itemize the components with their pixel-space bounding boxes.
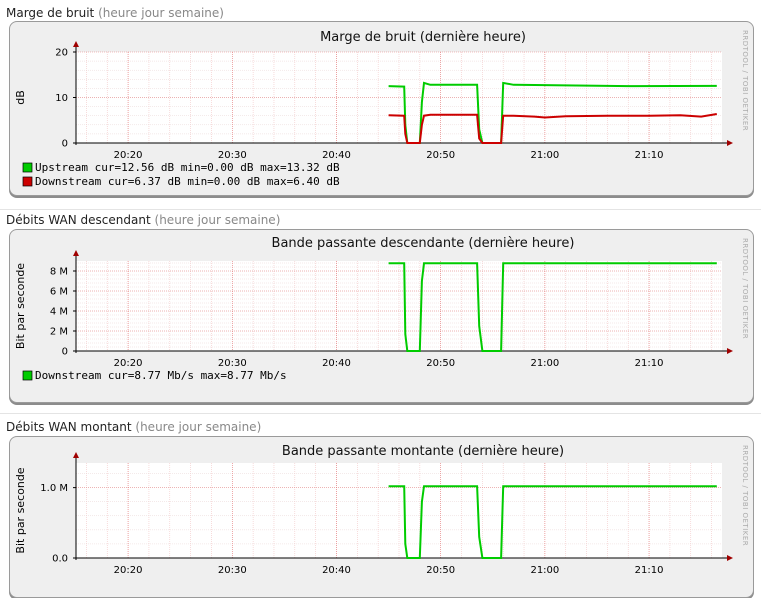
series-line-downstream [388,113,717,144]
y-tick-label: 0.0 [52,554,68,565]
noise-margin-graph-panel: 20:20 20:30 20:40 20:50 21:00 21:10 0 10 20 Marge… [9,21,754,196]
period-links[interactable]: heure jour semaine [102,6,220,20]
downstream-graph-panel: 20:20 20:30 20:40 20:50 21:00 21:10 0 2 M 4 M 6 M… [9,229,754,403]
legend-entry: Upstream cur=12.56 dB min=0.00 dB max=13… [35,161,340,174]
x-tick-label: 20:40 [322,358,351,369]
x-tick-label: 20:30 [218,565,247,576]
x-tick-label: 20:30 [218,358,247,369]
y-tick-label: 6 M [50,287,68,298]
y-tick-label: 10 [55,93,68,104]
x-tick-label: 21:00 [530,150,559,161]
x-tick-label: 20:40 [322,150,351,161]
y-axis-label: Bit par seconde [14,467,27,553]
x-tick-label: 21:10 [635,150,664,161]
period-links[interactable]: heure jour semaine [140,420,257,434]
x-tick-label: 21:00 [530,358,559,369]
section-divider [0,209,761,210]
x-tick-label: 20:20 [114,150,143,161]
y-tick-label: 4 M [50,307,68,318]
x-tick-label: 20:50 [426,150,455,161]
downstream-bandwidth-chart: 20:20 20:30 20:40 20:50 21:00 21:10 0 2 M 4 M 6 M… [14,236,749,382]
x-axis-arrow [727,140,733,146]
series-line-downstream [388,262,717,352]
y-tick-label: 0 [62,347,68,358]
y-axis-label: dB [14,90,27,105]
x-tick-label: 20:20 [114,565,143,576]
legend-swatch [22,162,33,173]
x-tick-label: 20:40 [322,565,351,576]
legend-swatch [22,176,33,187]
section-divider [0,413,761,414]
section-title: Débits WAN descendant (heure jour semain… [6,213,281,227]
section-title: Débits WAN montant (heure jour semaine) [6,420,262,434]
x-tick-label: 20:50 [426,565,455,576]
y-tick-label: 20 [55,48,68,59]
chart-title: Bande passante descendante (dernière heu… [272,236,575,251]
x-tick-label: 20:20 [114,358,143,369]
chart-title: Marge de bruit (dernière heure) [320,30,526,45]
noise-margin-chart: 20:20 20:30 20:40 20:50 21:00 21:10 0 10 20 Marge… [14,30,749,188]
rrdtool-watermark: RRDTOOL / TOBI OETIKER [741,445,749,546]
plot-area [76,463,722,558]
x-tick-label: 20:30 [218,150,247,161]
period-links[interactable]: heure jour semaine [159,213,276,227]
section-title: Marge de bruit (heure jour semaine) [6,6,224,20]
rrdtool-watermark: RRDTOOL / TOBI OETIKER [741,30,749,131]
y-tick-label: 8 M [50,267,68,278]
x-tick-label: 21:10 [635,358,664,369]
upstream-bandwidth-chart: 20:20 20:30 20:40 20:50 21:00 21:10 0.0 1.0 M Ba… [14,444,749,576]
legend-swatch [22,370,33,381]
y-axis-label: Bit par seconde [14,263,27,349]
legend-entry: Downstream cur=6.37 dB min=0.00 dB max=6… [35,175,340,188]
y-axis-arrow [73,452,79,458]
y-axis-arrow [73,250,79,256]
x-tick-label: 21:00 [530,565,559,576]
x-axis-arrow [727,348,733,354]
chart-title: Bande passante montante (dernière heure) [282,444,564,459]
y-tick-label: 0 [62,139,68,150]
legend-entry: Downstream cur=8.77 Mb/s max=8.77 Mb/s [35,369,287,382]
x-axis-arrow [727,555,733,561]
series-line-upstream [388,485,717,559]
y-tick-label: 1.0 M [40,483,68,494]
upstream-graph-panel: 20:20 20:30 20:40 20:50 21:00 21:10 0.0 1.0 M Ba… [9,436,754,598]
x-tick-label: 20:50 [426,358,455,369]
y-axis-arrow [73,41,79,47]
y-tick-label: 2 M [50,327,68,338]
x-tick-label: 21:10 [635,565,664,576]
rrdtool-watermark: RRDTOOL / TOBI OETIKER [741,238,749,339]
